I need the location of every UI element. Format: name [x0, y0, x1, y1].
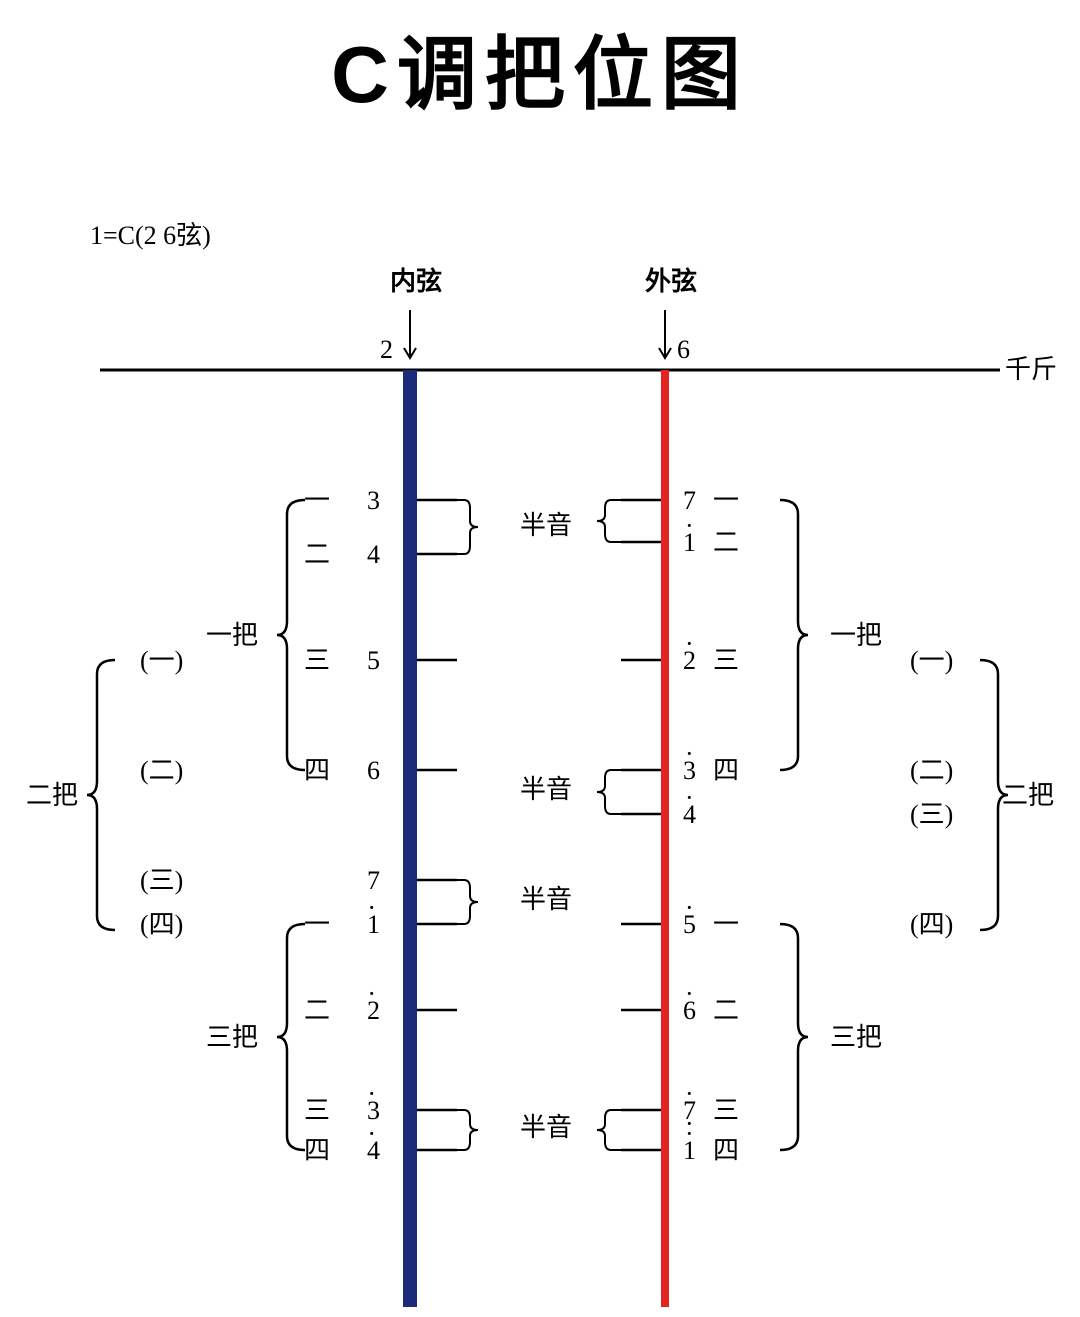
svg-text:(四): (四) [140, 910, 183, 939]
svg-text:半音: 半音 [520, 511, 572, 540]
svg-text:四: 四 [304, 756, 330, 785]
svg-text:半音: 半音 [520, 775, 572, 804]
svg-text:一把: 一把 [830, 621, 882, 650]
svg-text:一: 一 [713, 486, 739, 515]
svg-text:四: 四 [713, 756, 739, 785]
svg-text:(三): (三) [910, 800, 953, 829]
position-diagram: 千斤内弦外弦263一4二5三6四71·一2·二3·三4·四7一1·二2·三3·四… [0, 0, 1080, 1307]
svg-text:四: 四 [713, 1136, 739, 1165]
svg-text:一把: 一把 [206, 621, 258, 650]
svg-text:6: 6 [367, 756, 380, 785]
svg-text:三把: 三把 [206, 1023, 258, 1052]
svg-text:·: · [685, 1079, 694, 1108]
svg-text:4: 4 [367, 540, 380, 569]
svg-text:四: 四 [304, 1136, 330, 1165]
svg-text:·: · [685, 629, 694, 658]
svg-text:内弦: 内弦 [390, 267, 442, 296]
svg-text:半音: 半音 [520, 885, 572, 914]
svg-text:·: · [685, 1109, 694, 1138]
svg-text:三: 三 [713, 1096, 739, 1125]
svg-text:三把: 三把 [830, 1023, 882, 1052]
svg-text:二: 二 [713, 528, 739, 557]
svg-text:(四): (四) [910, 910, 953, 939]
svg-text:二把: 二把 [1002, 781, 1054, 810]
svg-text:7: 7 [367, 866, 380, 895]
svg-text:一: 一 [713, 910, 739, 939]
svg-text:三: 三 [304, 1096, 330, 1125]
svg-text:·: · [367, 1079, 376, 1108]
svg-text:(二): (二) [140, 756, 183, 785]
svg-text:·: · [367, 979, 376, 1008]
svg-text:·: · [367, 893, 376, 922]
svg-text:(三): (三) [140, 866, 183, 895]
svg-text:一: 一 [304, 910, 330, 939]
svg-text:二: 二 [304, 996, 330, 1025]
svg-text:二: 二 [713, 996, 739, 1025]
svg-text:一: 一 [304, 486, 330, 515]
svg-text:(二): (二) [910, 756, 953, 785]
svg-text:(一): (一) [910, 646, 953, 675]
svg-text:(一): (一) [140, 646, 183, 675]
svg-text:二: 二 [304, 540, 330, 569]
svg-text:外弦: 外弦 [645, 267, 697, 296]
svg-text:·: · [685, 739, 694, 768]
svg-text:6: 6 [677, 335, 690, 364]
svg-text:半音: 半音 [520, 1113, 572, 1142]
svg-text:·: · [685, 979, 694, 1008]
svg-text:·: · [685, 893, 694, 922]
svg-text:·: · [367, 1119, 376, 1148]
svg-text:三: 三 [713, 646, 739, 675]
svg-text:2: 2 [380, 335, 393, 364]
svg-text:千斤: 千斤 [1005, 355, 1057, 384]
svg-text:三: 三 [304, 646, 330, 675]
svg-text:5: 5 [367, 646, 380, 675]
svg-text:·: · [685, 511, 694, 540]
svg-text:·: · [685, 783, 694, 812]
svg-text:3: 3 [367, 486, 380, 515]
svg-text:二把: 二把 [26, 781, 78, 810]
